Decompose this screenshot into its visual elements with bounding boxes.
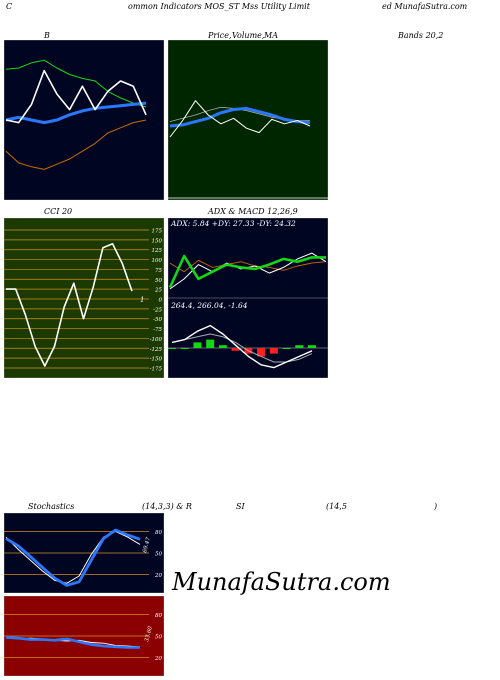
cci-tick: 150 bbox=[152, 238, 163, 244]
cci-line bbox=[6, 242, 133, 367]
macd-histogram-bar bbox=[231, 348, 240, 351]
price-ma-panel bbox=[168, 40, 328, 200]
adx-title: ADX & MACD 12,26,9 bbox=[208, 207, 298, 216]
cci-tick: -150 bbox=[150, 357, 163, 363]
macd-histogram-bar bbox=[269, 348, 278, 354]
cci-tick: 75 bbox=[155, 268, 162, 274]
price-line bbox=[169, 100, 311, 138]
macd-histogram-bar bbox=[193, 342, 202, 348]
lower-band-line bbox=[5, 119, 147, 170]
macd-panel: 264.4, 266.04, -1.64 bbox=[168, 298, 328, 378]
macd-line bbox=[171, 324, 313, 369]
ma-line-blue bbox=[169, 106, 311, 128]
stoch-value-label: 69.47 bbox=[142, 536, 152, 553]
stoch-d-line bbox=[5, 530, 141, 584]
cci-panel: 175 150 125 100 75 50 25 0 -25 -50 -75 -100 -125 -150… bbox=[4, 218, 164, 378]
header-title: ommon Indicators MOS_ST Mss Utility Limi… bbox=[128, 2, 310, 11]
macd-histogram-bar bbox=[168, 348, 176, 349]
stoch-title-d: (14,5 bbox=[326, 502, 347, 511]
rsi-tick: 20 bbox=[154, 656, 162, 662]
cci-tick: 50 bbox=[155, 278, 162, 284]
stoch-title-c: SI bbox=[236, 502, 245, 511]
watermark: MunafaSutra.com bbox=[172, 568, 391, 596]
adx-panel: ADX: 5.84 +DY: 27.33 -DY: 24.32 bbox=[168, 218, 328, 298]
rsi-tick: 50 bbox=[155, 635, 162, 641]
cci-tick: 0 bbox=[159, 298, 163, 304]
cci-current-value: 1 bbox=[140, 296, 144, 304]
macd-histogram-bar bbox=[308, 345, 316, 348]
plus-di-line bbox=[168, 254, 326, 288]
macd-histogram-bar bbox=[206, 339, 215, 348]
macd-histogram-bar bbox=[218, 345, 227, 348]
macd-histogram-bar bbox=[180, 348, 189, 349]
macd-histogram-bar bbox=[295, 345, 304, 348]
stoch-tick: 20 bbox=[154, 573, 162, 579]
rsi-line bbox=[5, 636, 140, 649]
stoch-title-b: (14,3,3) & R bbox=[142, 502, 192, 511]
price-title-b: Volume, bbox=[232, 31, 265, 40]
price-title-a: Price, bbox=[208, 31, 232, 40]
bollinger-panel: B bbox=[4, 40, 164, 200]
adx-values: ADX: 5.84 +DY: 27.33 -DY: 24.32 bbox=[170, 219, 296, 228]
stochastics-panel: 80 50 20 69.47 bbox=[4, 513, 164, 593]
b-marker-label: B bbox=[44, 31, 50, 40]
cci-tick: -125 bbox=[150, 347, 163, 353]
header-c: C bbox=[6, 2, 13, 11]
macd-histogram-bar bbox=[282, 348, 291, 349]
cci-title: CCI 20 bbox=[44, 207, 73, 216]
bands-title: Bands 20,2 bbox=[398, 31, 444, 40]
rsi-panel: 80 50 20 33.60 bbox=[4, 596, 164, 676]
cci-tick: -100 bbox=[150, 337, 163, 343]
cci-tick: -175 bbox=[150, 367, 163, 373]
rsi-value-label: 33.60 bbox=[144, 625, 154, 642]
price-title-c: MA bbox=[264, 31, 278, 40]
macd-values: 264.4, 266.04, -1.64 bbox=[170, 301, 248, 310]
macd-histogram-bar bbox=[257, 348, 266, 357]
cci-tick: 100 bbox=[152, 258, 163, 264]
cci-tick: -25 bbox=[153, 307, 162, 313]
cci-tick: 25 bbox=[154, 288, 162, 294]
stoch-title-a: Stochastics bbox=[28, 502, 75, 511]
cci-tick: 125 bbox=[152, 248, 163, 254]
stoch-title-e: ) bbox=[434, 502, 438, 511]
upper-band-line bbox=[5, 59, 147, 108]
cci-tick: -50 bbox=[153, 317, 162, 323]
cci-tick: -75 bbox=[153, 327, 162, 333]
price-line bbox=[5, 69, 147, 124]
minus-di-line bbox=[169, 259, 327, 273]
stoch-tick: 80 bbox=[155, 530, 162, 536]
middle-band-line bbox=[5, 101, 147, 125]
header-site: ed MunafaSutra.com bbox=[382, 2, 468, 11]
cci-tick: 175 bbox=[152, 229, 163, 235]
stoch-k-line bbox=[5, 528, 141, 587]
stoch-tick: 50 bbox=[155, 552, 162, 558]
rsi-tick: 80 bbox=[155, 613, 162, 619]
